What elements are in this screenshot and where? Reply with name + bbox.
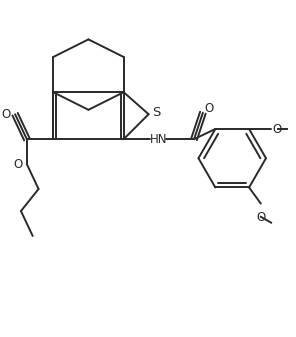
- Text: O: O: [13, 158, 22, 171]
- Text: O: O: [2, 108, 11, 121]
- Text: O: O: [256, 211, 266, 224]
- Text: O: O: [204, 102, 213, 115]
- Text: HN: HN: [150, 133, 168, 146]
- Text: O: O: [273, 123, 282, 135]
- Text: S: S: [152, 106, 160, 119]
